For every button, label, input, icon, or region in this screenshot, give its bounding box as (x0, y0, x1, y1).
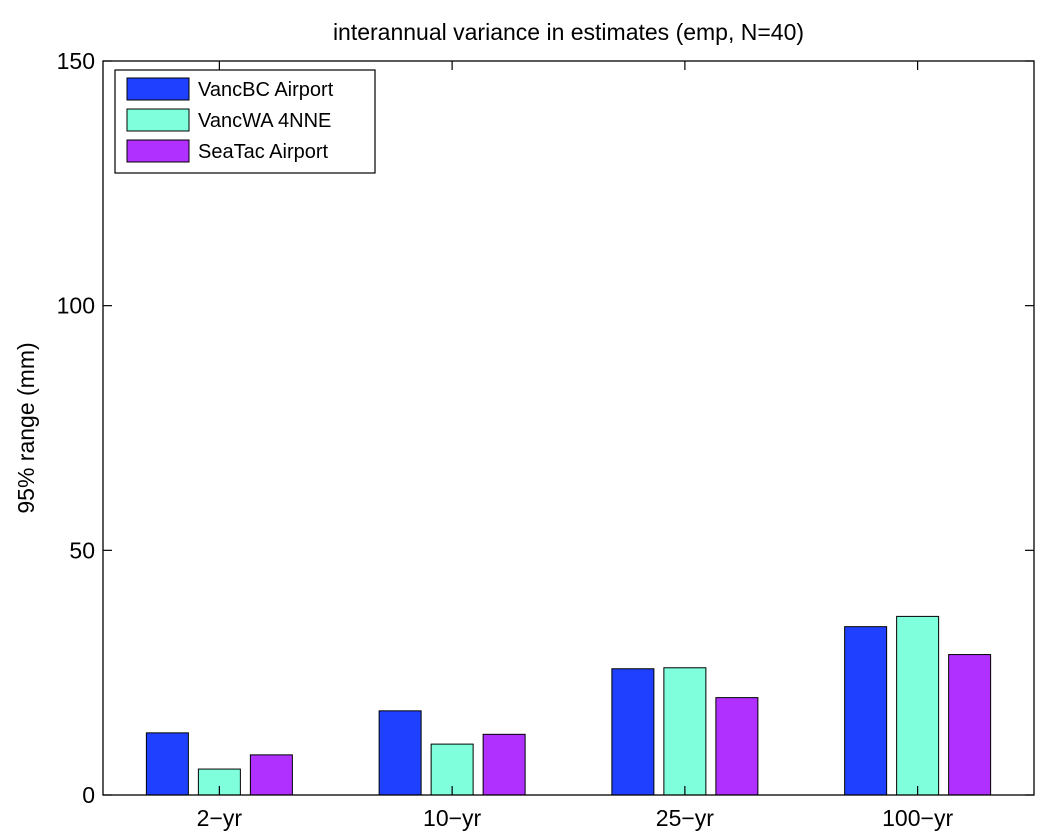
legend-swatch (126, 77, 190, 101)
plot-frame (102, 60, 1035, 796)
bar-2-4 (896, 615, 940, 796)
y-tick-label: 50 (69, 537, 95, 563)
bar-3-2 (482, 733, 526, 796)
bar-1-2 (378, 710, 422, 796)
x-tick-label: 10−yr (423, 805, 482, 831)
y-tick-label: 150 (57, 48, 95, 74)
y-axis-label: 95% range (mm) (13, 342, 39, 513)
bar-3-4 (948, 654, 992, 796)
legend: VancBC Airport VancWA 4NNE SeaTac Airport (114, 69, 376, 174)
legend-label: SeaTac Airport (198, 141, 329, 163)
bar-3-1 (249, 754, 293, 796)
legend-label: VancWA 4NNE (198, 110, 331, 132)
bar-1-1 (145, 732, 189, 796)
legend-swatch (126, 139, 190, 163)
legend-swatch (126, 108, 190, 132)
x-tick-label: 25−yr (656, 805, 715, 831)
x-tick-label: 2−yr (197, 805, 243, 831)
y-tick-label: 0 (82, 782, 95, 808)
legend-label: VancBC Airport (198, 79, 334, 101)
bar-3-3 (715, 697, 759, 796)
axis-ticks: 2−yr 10−yr 25−yr 100−yr 0 50 100 150 (57, 48, 1034, 831)
bar-1-3 (611, 668, 655, 796)
chart-title: interannual variance in estimates (emp, … (333, 19, 804, 45)
y-tick-label: 100 (57, 293, 95, 319)
x-tick-label: 100−yr (882, 805, 953, 831)
bar-1-4 (844, 626, 888, 796)
bars-layer (145, 615, 992, 796)
bar-2-3 (663, 667, 707, 796)
